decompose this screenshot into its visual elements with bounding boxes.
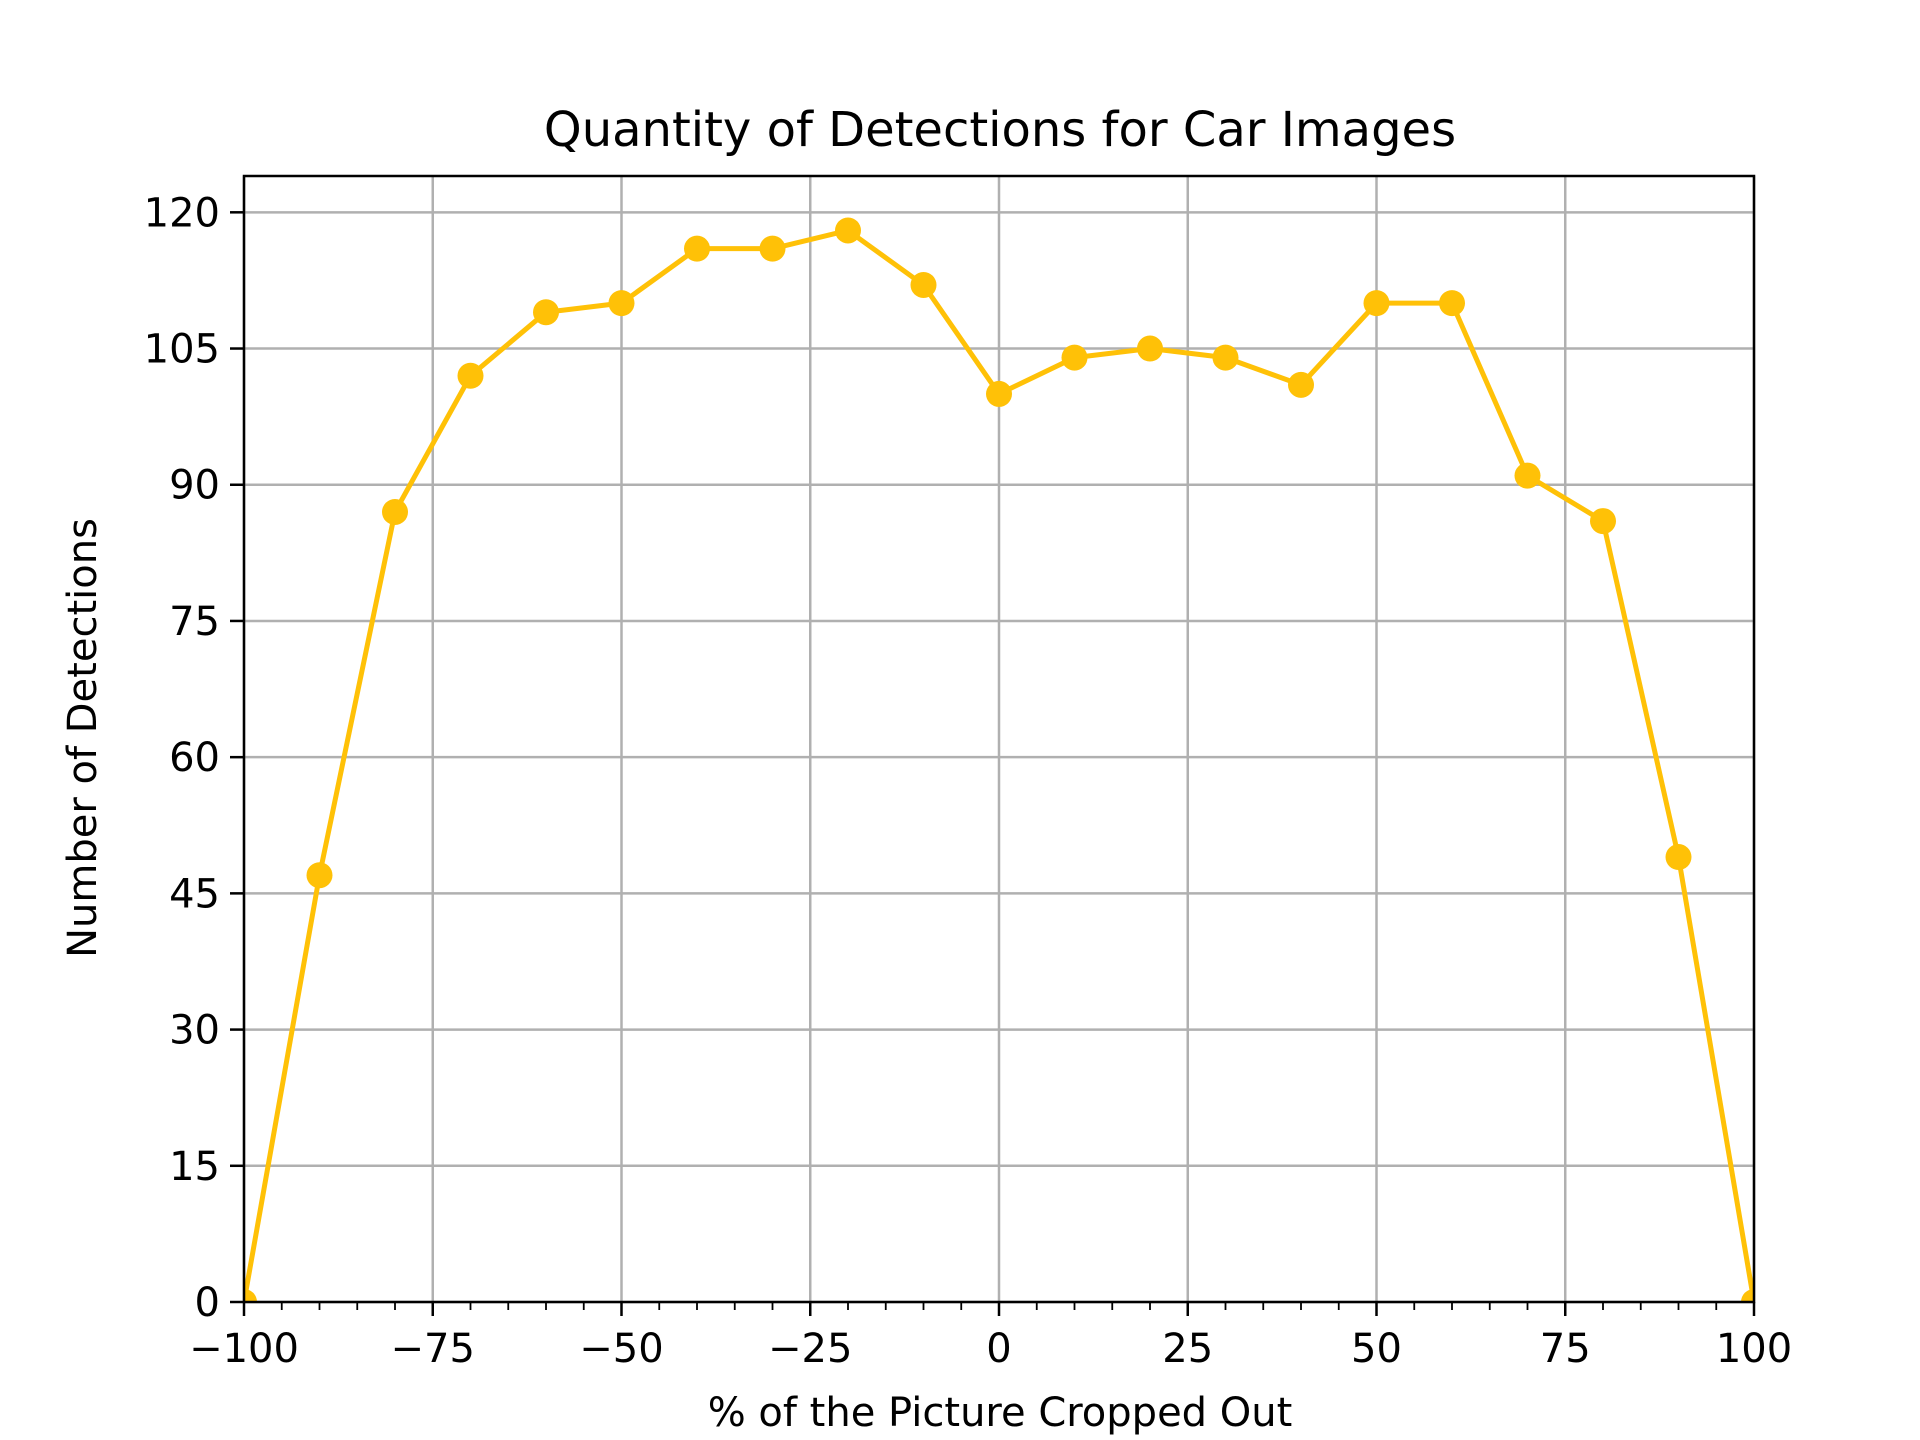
- y-tick-label: 75: [169, 599, 220, 645]
- y-axis-label: Number of Detections: [60, 518, 106, 958]
- data-point: [1363, 290, 1390, 317]
- data-point: [244, 1289, 257, 1302]
- data-point: [1439, 290, 1465, 317]
- data-point: [1212, 344, 1239, 371]
- grid: [242, 176, 1756, 1304]
- x-axis-label: % of the Picture Cropped Out: [708, 1390, 1293, 1436]
- data-point: [382, 498, 408, 525]
- data-point: [608, 290, 635, 317]
- data-point: [1288, 371, 1314, 398]
- series-layer: [244, 217, 1754, 1302]
- data-point: [986, 380, 1012, 407]
- y-tick-label: 0: [195, 1280, 220, 1326]
- data-point: [910, 271, 937, 298]
- data-point: [684, 235, 710, 262]
- x-tick-label: 50: [1351, 1326, 1402, 1372]
- data-point: [457, 362, 484, 389]
- chart-title: Quantity of Detections for Car Images: [544, 102, 1456, 158]
- data-point: [1137, 335, 1163, 362]
- y-tick-label: 60: [169, 735, 220, 781]
- y-tick-label: 45: [169, 871, 220, 917]
- y-tick-label: 90: [169, 463, 220, 509]
- data-point: [306, 862, 333, 889]
- x-tick-label: 75: [1540, 1326, 1591, 1372]
- y-tick-label: 105: [144, 327, 220, 373]
- y-tick-label: 120: [144, 190, 220, 236]
- x-tick-label: −25: [768, 1326, 852, 1372]
- data-point: [1590, 508, 1616, 535]
- data-point: [1514, 462, 1541, 489]
- data-point: [1665, 844, 1692, 871]
- data-point: [759, 235, 786, 262]
- y-tick-label: 15: [169, 1144, 220, 1190]
- x-tick-label: 100: [1716, 1326, 1792, 1372]
- data-point: [1061, 344, 1088, 371]
- x-tick-label: 25: [1162, 1326, 1213, 1372]
- y-tick-label: 30: [169, 1008, 220, 1054]
- data-point: [533, 299, 559, 326]
- data-point: [1741, 1289, 1754, 1302]
- data-point: [835, 217, 861, 244]
- x-tick-label: 0: [986, 1326, 1011, 1372]
- x-tick-label: −100: [189, 1326, 299, 1372]
- x-tick-label: −75: [391, 1326, 475, 1372]
- x-tick-label: −50: [579, 1326, 663, 1372]
- axis-ticks: −100 −75 −50 −25 0 25 50 75 100 0 15 30 45 60 75 90 105 1…: [144, 190, 1793, 1372]
